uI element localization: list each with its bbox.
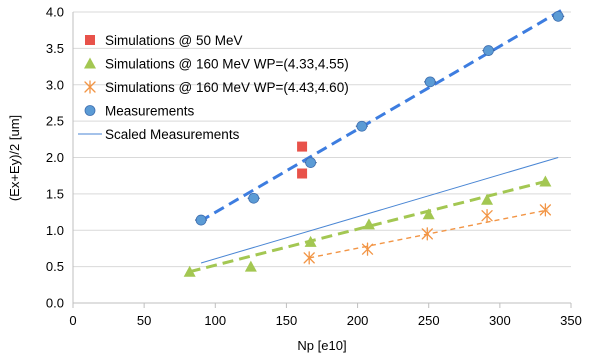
legend-marker: [84, 80, 96, 94]
y-tick-label: 0.5: [46, 259, 64, 274]
y-tick-label: 2.0: [46, 150, 64, 165]
y-tick-label: 2.5: [46, 114, 64, 129]
legend-entry: Simulations @ 160 MeV WP=(4.33,4.55): [84, 57, 349, 72]
data-point-triangle: [422, 208, 435, 220]
data-point-circle: [248, 192, 260, 204]
data-point-triangle: [481, 193, 494, 205]
y-tick-label: 3.5: [46, 41, 64, 56]
trendline-series-3: [198, 9, 562, 223]
x-tick-label: 200: [347, 313, 369, 328]
data-point-circle: [195, 214, 207, 226]
data-point-triangle: [244, 260, 257, 272]
x-tick-label: 50: [137, 313, 151, 328]
legend-label: Measurements: [105, 104, 195, 119]
data-point-asterisk: [539, 203, 552, 217]
data-point-square: [297, 141, 308, 152]
axes: [72, 12, 572, 308]
marker-circle: [248, 192, 260, 204]
legend-marker: [84, 57, 96, 69]
marker-circle: [84, 105, 96, 116]
marker-circle: [195, 214, 207, 226]
data-point-asterisk: [361, 242, 374, 256]
scaled-measurements-line: [200, 157, 559, 264]
marker-circle: [305, 157, 317, 168]
data-point-triangle: [183, 265, 196, 277]
data-point-triangle: [539, 175, 552, 187]
x-tick-label: 300: [489, 313, 511, 328]
legend-label: Simulations @ 160 MeV WP=(4.43,4.60): [105, 80, 349, 95]
marker-circle: [483, 45, 494, 56]
data-point-triangle: [362, 218, 375, 230]
gridlines: [73, 11, 571, 268]
data-point-asterisk: [421, 227, 433, 241]
marker-circle: [424, 76, 436, 88]
trendline-series-2: [309, 209, 549, 259]
data-points: [183, 10, 565, 277]
legend: Simulations @ 50 MeV Simulations @ 160 Me…: [78, 33, 349, 142]
legend-label: Simulations @ 50 MeV: [105, 33, 243, 48]
data-point-asterisk: [303, 251, 315, 265]
y-tick-label: 4.0: [46, 5, 64, 20]
data-point-asterisk: [481, 209, 493, 223]
data-point-circle: [483, 45, 494, 56]
legend-marker: [85, 35, 95, 45]
x-tick-label: 0: [69, 313, 76, 328]
legend-marker: [84, 105, 96, 116]
legend-entry: Simulations @ 160 MeV WP=(4.43,4.60): [84, 80, 349, 95]
y-tick-label: 3.0: [46, 77, 64, 92]
y-tick-label: 1.5: [46, 186, 64, 201]
data-point-circle: [356, 120, 368, 132]
legend-label: Simulations @ 160 MeV WP=(4.33,4.55): [105, 57, 349, 72]
y-axis-title: (Ex+Ey)/2 [um]: [7, 115, 22, 201]
x-tick-labels: 0 50 100 150 200 250 300 350: [69, 313, 581, 328]
data-point-circle: [424, 76, 436, 88]
data-point-triangle: [304, 235, 317, 247]
data-point-circle: [552, 10, 564, 22]
marker-circle: [552, 10, 564, 22]
trendline-series-1: [189, 180, 546, 274]
legend-label: Scaled Measurements: [105, 127, 240, 142]
x-tick-label: 150: [276, 313, 298, 328]
x-tick-label: 350: [560, 313, 582, 328]
data-point-circle: [305, 157, 317, 168]
marker-circle: [356, 120, 368, 132]
x-axis-title: Np [e10]: [297, 338, 346, 353]
y-tick-label: 1.0: [46, 223, 64, 238]
y-tick-labels: 0.0 0.5 1.0 1.5 2.0 2.5 3.0 3.5 4.0: [46, 5, 64, 311]
series-lines: [189, 9, 562, 274]
legend-entry: Measurements: [84, 104, 195, 119]
y-tick-label: 0.0: [46, 296, 64, 311]
x-tick-label: 250: [418, 313, 440, 328]
legend-entry: Simulations @ 50 MeV: [85, 33, 243, 48]
data-point-square: [297, 168, 308, 179]
x-tick-label: 100: [204, 313, 226, 328]
legend-entry: Scaled Measurements: [78, 127, 240, 142]
